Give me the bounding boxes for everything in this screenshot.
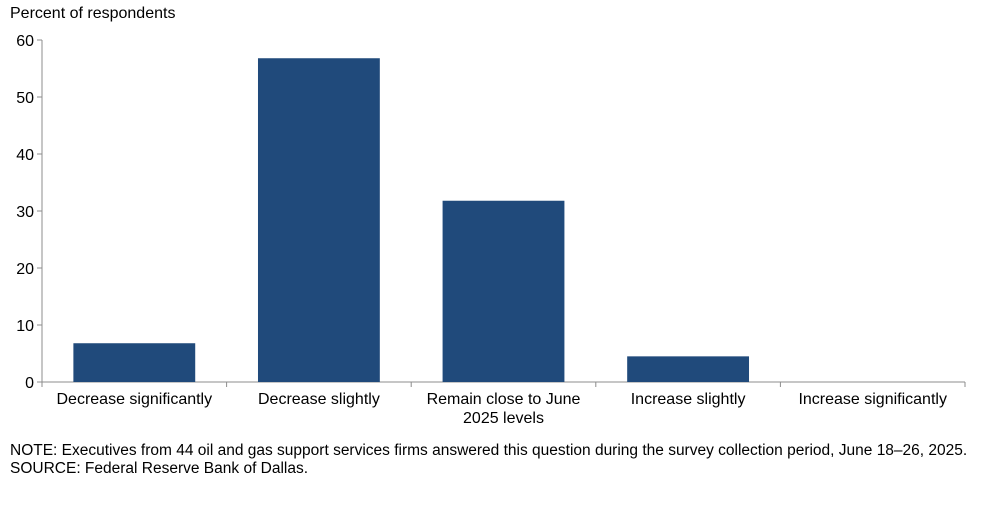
chart-notes: NOTE: Executives from 44 oil and gas sup…	[10, 442, 985, 478]
x-tick-label: 2025 levels	[463, 410, 544, 427]
x-tick-label: Increase slightly	[631, 391, 746, 408]
y-tick-label: 30	[16, 204, 34, 221]
x-tick-label: Decrease slightly	[258, 391, 380, 408]
bar	[257, 58, 380, 383]
x-tick-label: Remain close to June	[427, 391, 581, 408]
bar	[73, 343, 196, 382]
source-text: SOURCE: Federal Reserve Bank of Dallas.	[10, 460, 309, 477]
note-text: NOTE: Executives from 44 oil and gas sup…	[10, 442, 968, 459]
y-tick-label: 0	[25, 375, 34, 392]
y-tick-label: 60	[16, 33, 34, 50]
bar-chart: 0 10 20 30 40 50 60 Decrease significantly Decre…	[16, 33, 966, 427]
x-tick-label: Decrease significantly	[56, 391, 212, 408]
y-tick-label: 40	[16, 147, 34, 164]
y-tick-label: 10	[16, 318, 34, 335]
x-tick-label: Increase significantly	[798, 391, 947, 408]
bar	[442, 200, 565, 382]
y-axis-title: Percent of respondents	[10, 5, 176, 22]
y-tick-label: 20	[16, 261, 34, 278]
bar	[627, 356, 750, 382]
y-tick-label: 50	[16, 90, 34, 107]
